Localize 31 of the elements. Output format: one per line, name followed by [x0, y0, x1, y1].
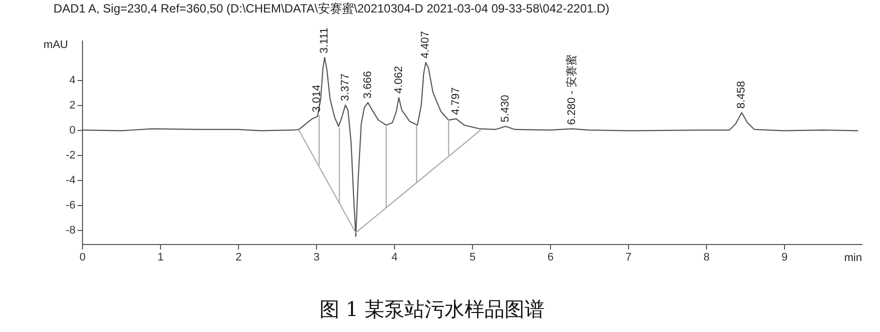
x-tick-label: 0: [79, 252, 86, 264]
chart-title: DAD1 A, Sig=230,4 Ref=360,50 (D:\CHEM\DATA\安赛蜜\20210304-D 2021-03-04 09-33-58\042-2201.D): [54, 2, 610, 16]
annotation: 8.458: [736, 81, 748, 109]
annotation: 4.407: [420, 30, 432, 59]
y-tick-label: 0: [69, 124, 76, 137]
x-tick-label: 2: [235, 252, 242, 264]
y-tick-label: 2: [69, 100, 76, 112]
y-tick-label: 4: [69, 74, 76, 87]
y-tick-label: -8: [66, 224, 76, 237]
annotation: 4.797: [450, 87, 462, 115]
y-axis-title: mAU: [44, 39, 68, 51]
annotation: 3.666: [362, 71, 374, 99]
annotation: 4.062: [392, 66, 405, 94]
x-tick-label: 7: [625, 252, 632, 264]
annotation: 6.280 - 安赛蜜: [564, 54, 578, 125]
annotation: 3.377: [339, 74, 352, 102]
x-tick-label: 5: [469, 252, 476, 264]
caption: 图 1 某泵站污水样品图谱: [319, 297, 545, 321]
y-tick-label: -2: [66, 150, 76, 162]
x-tick-label: 8: [703, 252, 710, 264]
x-axis-title: min: [844, 252, 862, 264]
x-tick-label: 6: [547, 252, 554, 264]
x-tick-label: 9: [781, 252, 788, 264]
annotation: 3.014: [311, 84, 324, 112]
x-tick-label: 3: [313, 252, 320, 264]
x-tick-label: 1: [157, 252, 164, 264]
y-tick-label: -4: [66, 174, 76, 187]
x-tick-label: 4: [391, 252, 398, 264]
annotation: 5.430: [500, 94, 512, 122]
annotation: 3.111: [318, 28, 331, 54]
y-tick-label: -6: [66, 200, 76, 212]
